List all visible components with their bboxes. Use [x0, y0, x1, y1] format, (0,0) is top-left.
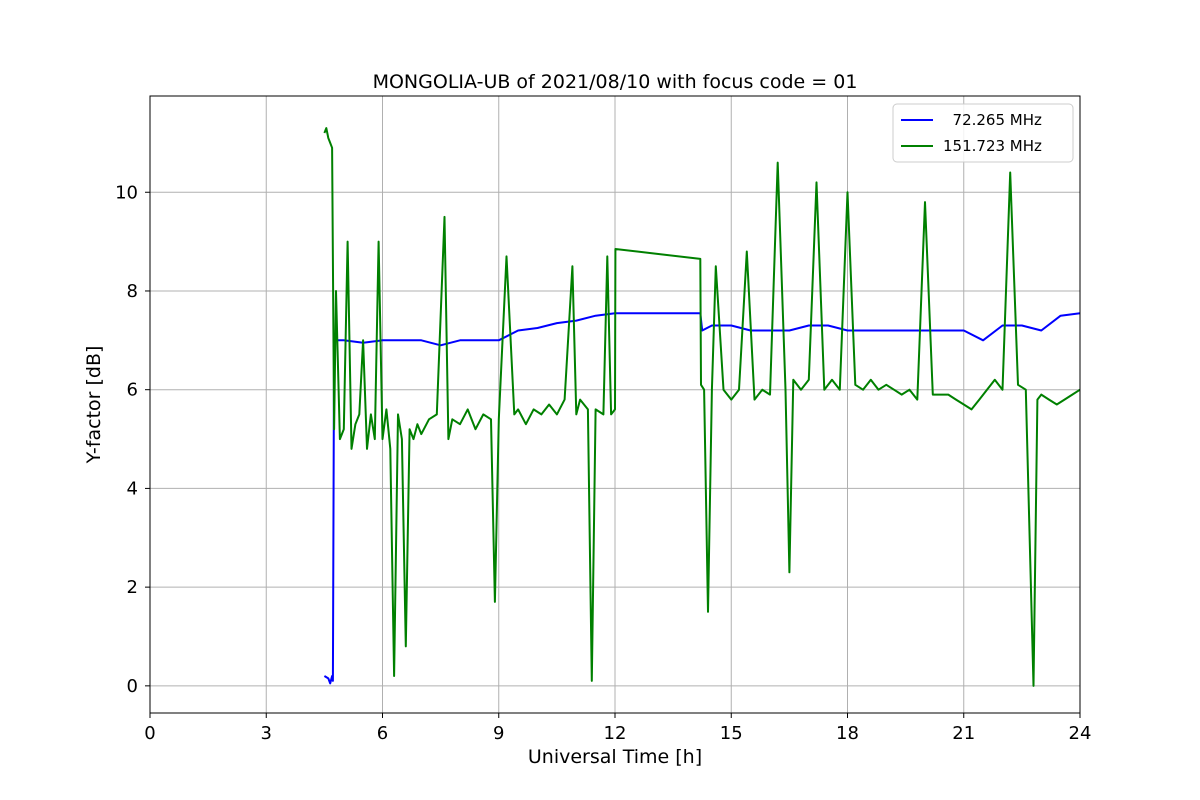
x-tick-label: 9: [493, 723, 504, 744]
x-tick-label: 12: [604, 723, 627, 744]
legend-label: 151.723 MHz: [943, 137, 1042, 155]
series-line-1: [323, 127, 1081, 687]
x-tick-label: 6: [377, 723, 388, 744]
series-layer: [323, 127, 1081, 687]
x-axis-label: Universal Time [h]: [528, 746, 702, 768]
series-line-0: [323, 312, 1081, 685]
x-tick-label: 21: [952, 723, 975, 744]
y-axis-label: Y-factor [dB]: [83, 346, 105, 465]
x-tick-label: 15: [720, 723, 743, 744]
legend-label: 72.265 MHz: [943, 111, 1042, 129]
y-tick-label: 6: [127, 380, 138, 401]
x-tick-label: 3: [261, 723, 272, 744]
x-tick-label: 24: [1069, 723, 1092, 744]
y-tick-label: 8: [127, 281, 138, 302]
x-tick-label: 18: [836, 723, 859, 744]
chart-title: MONGOLIA-UB of 2021/08/10 with focus cod…: [373, 71, 858, 93]
y-tick-label: 10: [115, 182, 138, 203]
y-tick-label: 0: [127, 676, 138, 697]
x-tick-label: 0: [144, 723, 155, 744]
legend-box: [892, 103, 1074, 163]
y-tick-label: 2: [127, 577, 138, 598]
legend: 72.265 MHz 151.723 MHz: [892, 103, 1074, 163]
y-tick-label: 4: [127, 478, 138, 499]
